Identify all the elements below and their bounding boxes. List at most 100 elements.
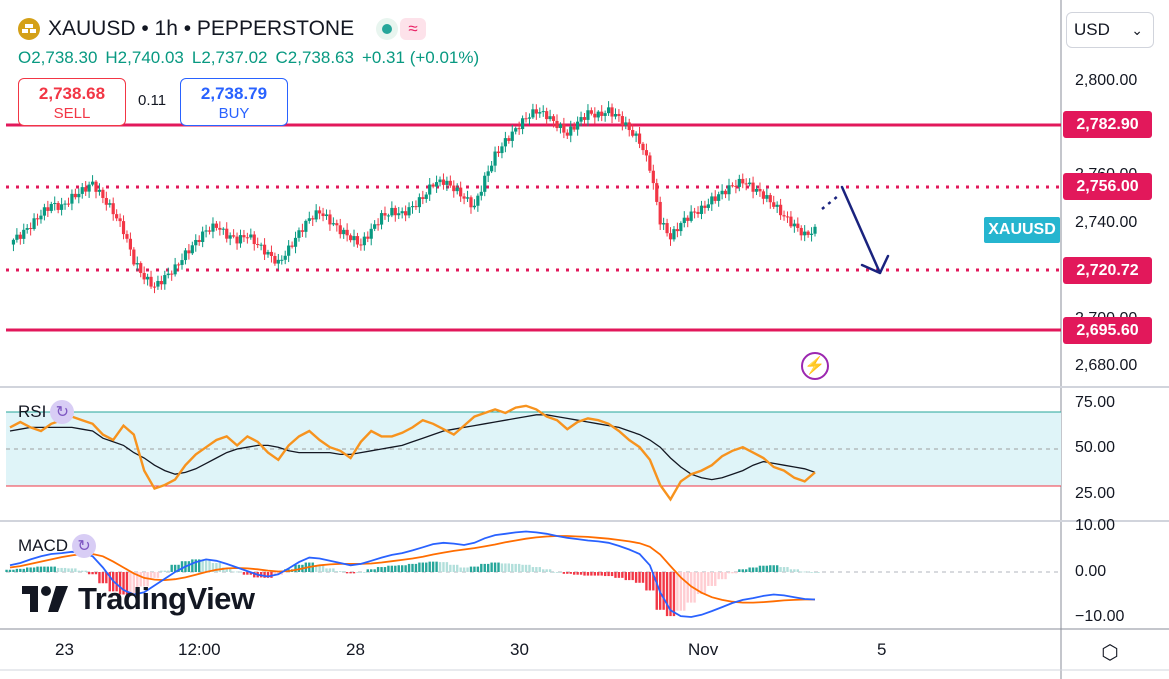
- candle-body: [796, 223, 800, 228]
- macd-histogram-bar: [115, 572, 118, 592]
- level-tag-2720[interactable]: 2,720.72: [1063, 257, 1152, 284]
- candle-body: [531, 109, 535, 118]
- macd-histogram-bar: [579, 572, 583, 575]
- level-tag-2695[interactable]: 2,695.60: [1063, 317, 1152, 344]
- candle-body: [775, 204, 779, 207]
- macd-histogram-bar: [669, 572, 672, 617]
- candle-body: [555, 120, 559, 128]
- candle-body: [799, 227, 803, 236]
- macd-histogram-bar: [744, 569, 748, 572]
- candle-body: [641, 143, 645, 151]
- currency-select[interactable]: USD ⌄: [1066, 12, 1154, 48]
- macd-histogram-bar: [136, 572, 139, 594]
- macd-histogram-bar: [373, 569, 376, 572]
- candle-body: [87, 184, 91, 192]
- macd-histogram-bar: [751, 567, 755, 572]
- ohlc-high: H2,740.03: [105, 48, 184, 67]
- candle-body: [280, 259, 284, 261]
- macd-histogram-bar: [218, 563, 222, 572]
- buy-button[interactable]: 2,738.79 BUY: [180, 78, 288, 126]
- sell-label: SELL: [53, 105, 91, 122]
- symbol-title[interactable]: XAUUSD • 1h • PEPPERSTONE ≈: [18, 16, 427, 42]
- candle-body: [727, 185, 731, 195]
- macd-histogram-bar: [569, 572, 572, 574]
- rsi-tick: 75.00: [1075, 394, 1116, 411]
- macd-histogram-bar: [325, 568, 328, 572]
- macd-signal-line: [9, 535, 815, 604]
- candle-body: [35, 218, 40, 220]
- candle-body: [101, 189, 105, 198]
- candle-body: [445, 180, 449, 185]
- level-tag-2756[interactable]: 2,756.00: [1063, 173, 1152, 200]
- candle-body: [379, 213, 384, 225]
- rsi-legend[interactable]: RSI ↻: [18, 400, 75, 424]
- time-label: Nov: [688, 640, 719, 659]
- chevron-down-icon: ⌄: [1131, 22, 1143, 38]
- macd-histogram-bar: [793, 569, 796, 572]
- macd-histogram-bar: [514, 563, 517, 572]
- candle-body: [545, 111, 549, 120]
- sell-button[interactable]: 2,738.68 SELL: [18, 78, 126, 126]
- macd-histogram-bar: [456, 564, 459, 572]
- candle-body: [809, 233, 814, 235]
- candle-body: [46, 207, 50, 211]
- candle-body: [813, 226, 817, 234]
- macd-histogram-bar: [748, 567, 751, 572]
- candle-body: [679, 223, 683, 232]
- tradingview-logo[interactable]: TradingView: [22, 581, 255, 617]
- macd-histogram-bar: [734, 572, 738, 574]
- candle-body: [723, 190, 728, 195]
- macd-histogram-bar: [665, 572, 669, 617]
- candle-body: [259, 244, 263, 246]
- macd-histogram-bar: [617, 572, 621, 578]
- macd-histogram-bar: [652, 572, 655, 591]
- candle-body: [249, 234, 253, 238]
- macd-histogram-bar: [139, 572, 142, 587]
- macd-histogram-bar: [583, 572, 586, 576]
- candle-body: [741, 178, 745, 184]
- macd-histogram-bar: [521, 564, 524, 572]
- macd-histogram-bar: [328, 568, 332, 572]
- candle-body: [455, 187, 459, 192]
- candle-body: [785, 216, 790, 218]
- candle-body: [163, 275, 167, 285]
- candle-body: [273, 255, 277, 264]
- macd-legend[interactable]: MACD ↻: [18, 534, 97, 558]
- macd-histogram-bar: [46, 566, 50, 572]
- candle-body: [744, 183, 748, 185]
- candle-body: [56, 203, 60, 210]
- data-feed-icon[interactable]: ≈: [400, 18, 427, 40]
- bolt-icon[interactable]: ⚡: [801, 352, 829, 380]
- macd-histogram-bar: [428, 561, 431, 572]
- candle-body: [703, 205, 707, 208]
- candle-body: [459, 187, 463, 197]
- candle-body: [318, 210, 322, 214]
- candle-body: [541, 111, 545, 113]
- level-tag-2782[interactable]: 2,782.90: [1063, 111, 1152, 138]
- macd-histogram-bar: [414, 563, 418, 572]
- macd-histogram-bar: [94, 572, 98, 575]
- candle-body: [514, 128, 518, 132]
- macd-histogram-bar: [517, 563, 521, 572]
- candle-body: [232, 235, 236, 237]
- candle-body: [527, 117, 532, 119]
- candle-body: [383, 213, 387, 216]
- candle-body: [737, 178, 741, 187]
- candle-body: [510, 131, 514, 141]
- candle-body: [218, 227, 222, 230]
- macd-histogram-bar: [187, 561, 191, 572]
- macd-histogram-bar: [634, 572, 638, 583]
- candle-body: [297, 230, 301, 238]
- macd-histogram-bar: [462, 567, 466, 572]
- candle-body: [300, 230, 305, 232]
- candle-body: [675, 229, 679, 232]
- macd-histogram-bar: [786, 567, 789, 572]
- refresh-icon[interactable]: ↻: [72, 534, 97, 558]
- chart-settings-icon[interactable]: ⬡: [1101, 641, 1119, 664]
- macd-histogram-bar: [394, 565, 397, 572]
- tradingview-logo-icon: [22, 586, 68, 612]
- refresh-icon[interactable]: ↻: [50, 400, 75, 424]
- macd-histogram-bar: [39, 566, 43, 572]
- market-open-icon[interactable]: [376, 18, 399, 40]
